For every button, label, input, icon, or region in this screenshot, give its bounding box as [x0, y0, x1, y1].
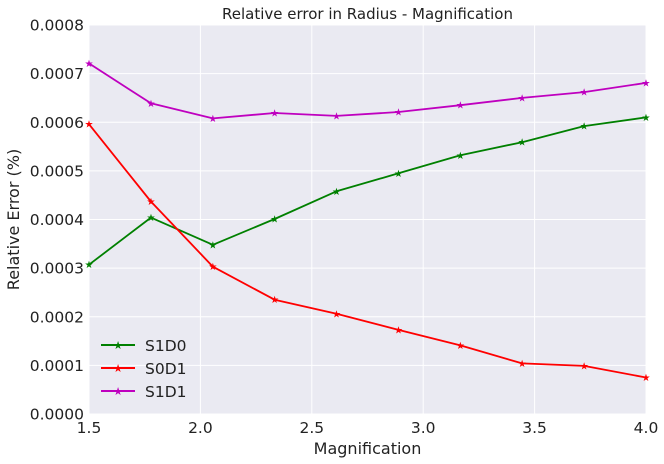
y-tick-label: 0.0002	[30, 308, 84, 326]
y-tick-label: 0.0007	[30, 65, 84, 83]
series-line-s0d1	[88, 123, 647, 379]
data-point-s1d1: ★	[208, 114, 217, 125]
data-point-s1d1: ★	[85, 59, 94, 70]
data-point-s1d0: ★	[580, 122, 589, 133]
legend-item-s1d0: ★ S1D0	[101, 337, 187, 355]
y-tick-label: 0.0005	[30, 162, 84, 180]
data-point-s1d1: ★	[642, 78, 651, 89]
x-tick-label: 3.5	[522, 419, 547, 437]
y-tick-label: 0.0003	[30, 260, 84, 278]
legend: ★ S1D0 ★ S0D1 ★ S1D1	[101, 337, 187, 401]
data-point-s0d1: ★	[85, 120, 94, 131]
data-point-s1d1: ★	[146, 99, 155, 110]
series-line-s1d0	[88, 116, 647, 266]
data-point-s0d1: ★	[518, 359, 527, 370]
series-s1d1: ★ ★ ★ ★ ★ ★ ★ ★ ★ ★	[85, 59, 651, 125]
x-tick-labels: 1.5 2.0 2.5 3.0 3.5 4.0	[77, 419, 659, 437]
x-tick-label: 4.0	[634, 419, 659, 437]
data-point-s0d1: ★	[580, 361, 589, 372]
data-point-s0d1: ★	[332, 309, 341, 320]
y-tick-labels: 0.0000 0.0001 0.0002 0.0003 0.0004 0.0005 0.00…	[30, 17, 84, 424]
legend-label-s1d0: S1D0	[145, 337, 187, 355]
data-point-s1d0: ★	[642, 113, 651, 124]
x-tick-label: 1.5	[77, 419, 102, 437]
legend-star-s0d1: ★	[113, 362, 123, 375]
y-tick-label: 0.0004	[30, 211, 84, 229]
legend-item-s0d1: ★ S0D1	[101, 360, 187, 378]
x-tick-label: 3.0	[411, 419, 436, 437]
x-tick-label: 2.0	[188, 419, 213, 437]
legend-label-s1d1: S1D1	[145, 383, 187, 401]
legend-star-s1d0: ★	[113, 339, 123, 352]
x-tick-label: 2.5	[299, 419, 324, 437]
data-point-s0d1: ★	[456, 341, 465, 352]
data-point-s0d1: ★	[208, 262, 217, 273]
data-point-s0d1: ★	[642, 373, 651, 384]
data-point-s1d0: ★	[146, 213, 155, 224]
series-s0d1: ★ ★ ★ ★ ★ ★ ★ ★ ★ ★	[85, 120, 651, 384]
y-tick-label: 0.0008	[30, 17, 84, 35]
data-point-s1d1: ★	[456, 101, 465, 112]
data-point-s1d0: ★	[394, 169, 403, 180]
data-point-s1d0: ★	[85, 260, 94, 271]
y-axis-label: Relative Error (%)	[4, 149, 23, 290]
data-point-s0d1: ★	[146, 197, 155, 208]
grid-layer	[88, 24, 647, 415]
y-tick-label: 0.0001	[30, 357, 84, 375]
legend-star-s1d1: ★	[113, 385, 123, 398]
data-point-s1d1: ★	[394, 108, 403, 119]
data-point-s1d1: ★	[270, 109, 279, 120]
data-point-s1d0: ★	[208, 240, 217, 251]
series-layer: ★ ★ ★ ★ ★ ★ ★ ★ ★ ★ ★ ★ ★ ★ ★ ★ ★ ★ ★ ★ ★ ★ ★ ★ ★ ★ ★ ★ ★ ★	[85, 59, 651, 384]
data-point-s1d1: ★	[332, 111, 341, 122]
x-axis-label: Magnification	[314, 439, 422, 458]
data-point-s1d1: ★	[580, 88, 589, 99]
legend-label-s0d1: S0D1	[145, 360, 187, 378]
data-point-s1d0: ★	[456, 151, 465, 162]
data-point-s0d1: ★	[394, 325, 403, 336]
series-s1d0: ★ ★ ★ ★ ★ ★ ★ ★ ★ ★	[85, 113, 651, 271]
y-tick-label: 0.0006	[30, 114, 84, 132]
data-point-s1d0: ★	[270, 215, 279, 226]
data-point-s0d1: ★	[270, 295, 279, 306]
series-line-s1d1	[88, 62, 647, 120]
data-point-s1d0: ★	[332, 187, 341, 198]
data-point-s1d1: ★	[518, 93, 527, 104]
chart-title: Relative error in Radius - Magnification	[222, 5, 513, 23]
y-tick-label: 0.0000	[30, 406, 84, 424]
data-point-s1d0: ★	[518, 138, 527, 149]
legend-item-s1d1: ★ S1D1	[101, 383, 187, 401]
